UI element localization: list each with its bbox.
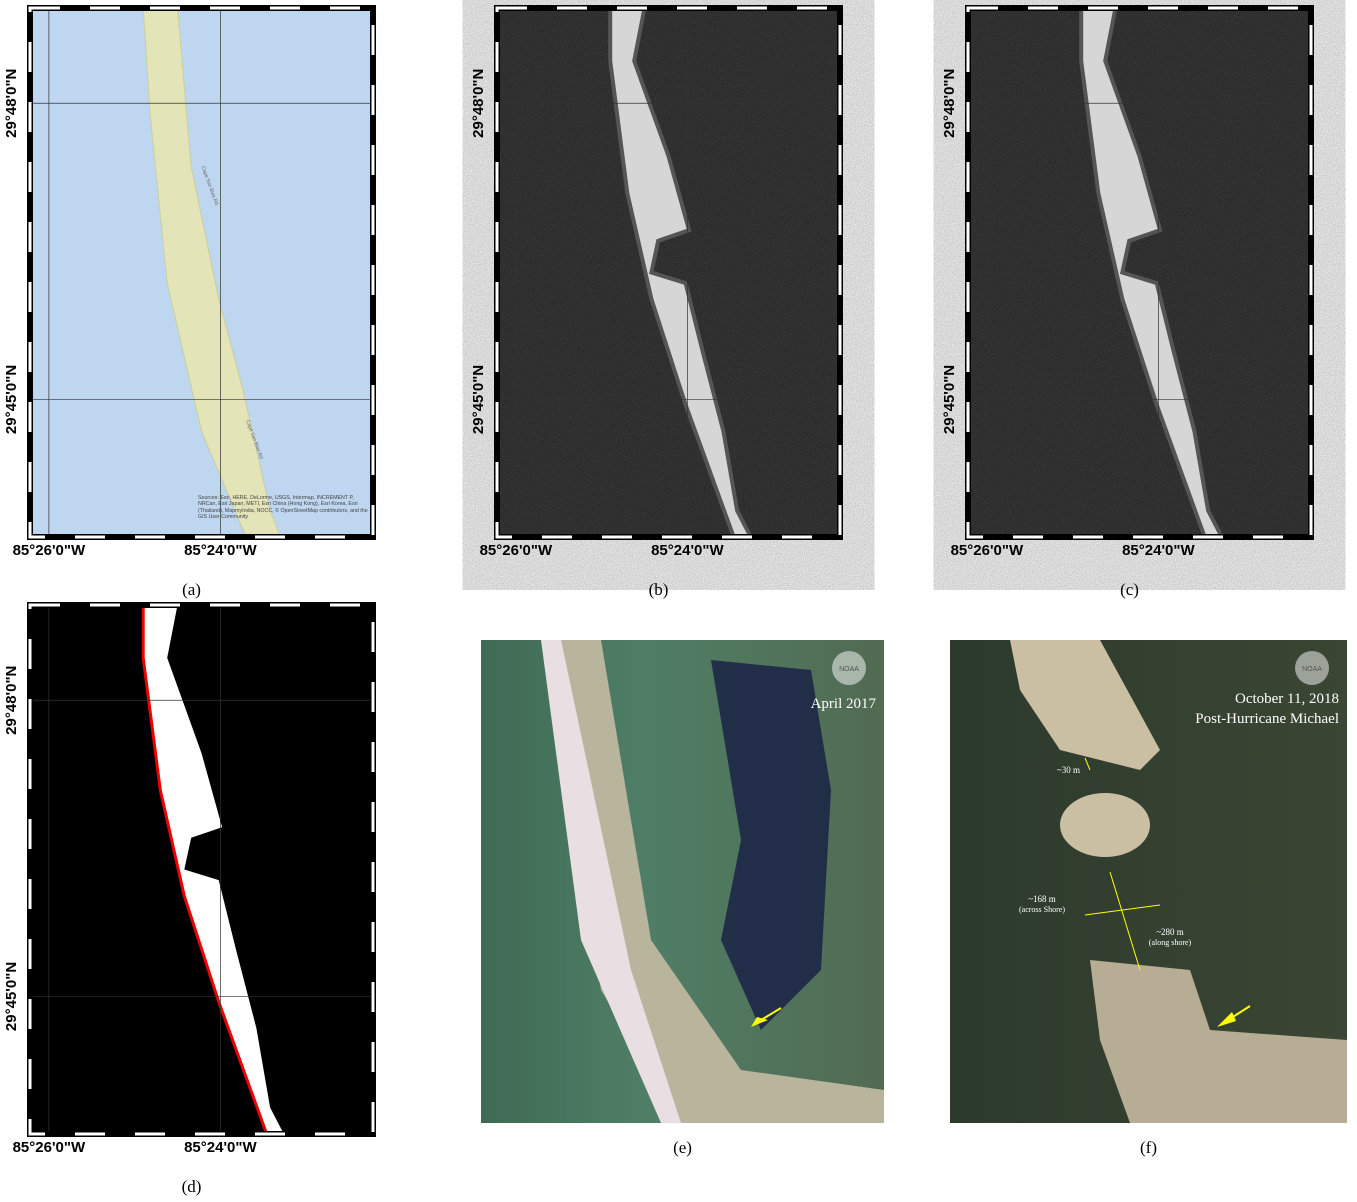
attribution: Sources: Esri, HERE, DeLorme, USGS, Inte… [198,495,370,520]
panel-label: (f) [1140,1138,1157,1157]
lon-label: 85°24'0"W [184,1139,257,1156]
annotation: ~280 m [1156,927,1184,937]
panel-label: (b) [649,580,669,599]
lon-label: 85°24'0"W [651,542,724,559]
date-label: April 2017 [811,696,877,712]
annotation: (across Shore) [1019,905,1065,914]
map-panel: 29°48'0"N 29°45'0"N 85°26'0"W 85°24'0"W (b) [470,8,840,599]
annotation: ~168 m [1028,894,1056,904]
panel-label: (e) [673,1138,692,1157]
lat-label: 29°48'0"N [3,666,20,735]
lon-label: 85°26'0"W [13,542,86,559]
lat-label: 29°45'0"N [3,962,20,1031]
photo-panel: April 2017 NOAA (e) [481,640,884,1157]
lat-label: 29°45'0"N [941,365,958,434]
logo-text: NOAA [1302,666,1322,673]
annotation: Post-Hurricane Michael [1195,711,1339,727]
lat-label: 29°45'0"N [470,365,487,434]
lon-label: 85°24'0"W [184,542,257,559]
panel-label: (a) [182,580,201,599]
lon-label: 85°26'0"W [13,1139,86,1156]
map-panel: 29°48'0"N 29°45'0"N 85°26'0"W 85°24'0"W (c) [941,8,1311,599]
annotation: ~30 m [1057,765,1080,775]
attribution-box: Sources: Esri, HERE, DeLorme, USGS, Inte… [198,495,370,535]
speckle [968,8,1311,537]
island [1060,793,1150,857]
background [30,605,373,1134]
photo-panel: October 11, 2018 Post-Hurricane Michael ~3… [950,640,1347,1157]
lat-label: 29°48'0"N [470,69,487,138]
map-panel: 29°48'0"N 29°45'0"N 85°26'0"W 85°24'0"W (d) [3,605,373,1196]
lon-label: 85°26'0"W [480,542,553,559]
lon-label: 85°26'0"W [951,542,1024,559]
annotation: October 11, 2018 [1235,691,1339,707]
speckle [497,8,840,537]
lon-label: 85°24'0"W [1122,542,1195,559]
annotation: (along shore) [1149,938,1192,947]
logo-text: NOAA [839,666,859,673]
lat-label: 29°48'0"N [3,69,20,138]
panel-label: (c) [1120,580,1139,599]
lat-label: 29°48'0"N [941,69,958,138]
figure: Cape San Blas RdCape San Blas RdSources:… [0,0,1357,1202]
panel-label: (d) [182,1177,202,1196]
lat-label: 29°45'0"N [3,365,20,434]
